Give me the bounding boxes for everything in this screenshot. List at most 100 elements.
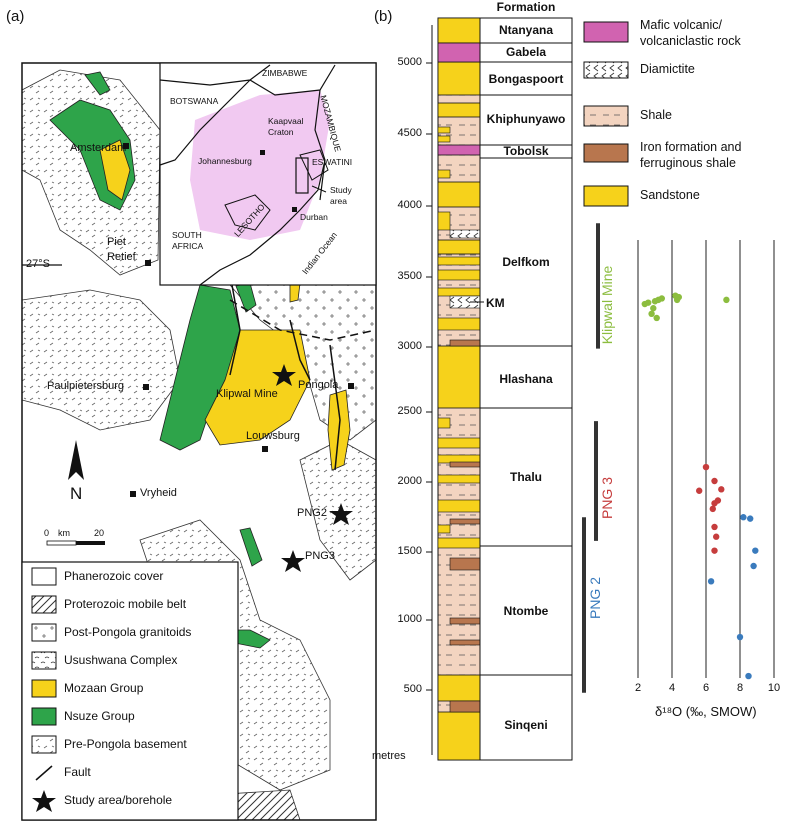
- latitude-label: 27°S: [26, 258, 50, 270]
- data-point: [673, 296, 681, 304]
- data-point: [711, 523, 718, 531]
- inset-zimbabwe: ZIMBABWE: [262, 68, 308, 78]
- data-point: [711, 477, 718, 485]
- data-point: [711, 500, 718, 507]
- scale-bar: [46, 540, 105, 546]
- study-area-arrow: [311, 185, 327, 193]
- fault-line-3: [289, 319, 311, 381]
- data-point: [747, 515, 754, 522]
- legend-label: Pre-Pongola basement: [64, 737, 187, 751]
- lith-swatch-diamictite: [583, 61, 629, 79]
- place-louwsburg: Louwsburg: [246, 430, 300, 442]
- data-point: [745, 672, 752, 680]
- lith-legend-iron-2: ferruginous shale: [640, 156, 736, 170]
- formation-label: Ntanyana: [498, 23, 554, 37]
- depth-tick-label: 1500: [397, 545, 422, 557]
- legend-label: Usushwana Complex: [64, 653, 178, 667]
- fault-line-2: [229, 299, 376, 341]
- data-point: [711, 547, 718, 554]
- inset-botswana: BOTSWANA: [170, 96, 219, 106]
- kaapvaal-craton-area: [190, 90, 330, 240]
- lith-legend-iron-1: Iron formation and: [640, 140, 742, 154]
- x-tick-label: 10: [767, 682, 781, 694]
- map-legend: [21, 561, 239, 821]
- data-point: [650, 305, 657, 312]
- series-label: PNG 3: [599, 477, 615, 519]
- lith-legend-mafic-1: Mafic volcanic/: [640, 18, 722, 32]
- scale-max: 20: [94, 528, 105, 538]
- km-label: KM: [486, 296, 505, 310]
- legend-label: Proterozoic mobile belt: [64, 597, 187, 611]
- legend-swatch-proterozoic: [31, 595, 57, 614]
- x-tick-label: 4: [668, 682, 676, 694]
- formation-boxes: [479, 17, 573, 761]
- marker-durban: [292, 207, 297, 212]
- data-point: [740, 514, 747, 521]
- nsuze-small-2: [239, 527, 263, 567]
- depth-tick-label: 500: [403, 683, 422, 695]
- data-point: [752, 547, 759, 554]
- country-border-mozambique: [314, 89, 326, 201]
- formation-label: Thalu: [510, 470, 542, 484]
- data-point: [750, 562, 757, 570]
- depth-tick-label: 3500: [397, 270, 422, 282]
- data-point: [709, 505, 716, 513]
- depth-tick-label: 5000: [397, 56, 422, 68]
- legend-label: Study area/borehole: [64, 793, 173, 807]
- north-arrow-icon: [68, 440, 84, 480]
- mozaan-north: [99, 139, 131, 201]
- legend-swatch-usushwana: [31, 651, 57, 670]
- place-paulpietersburg: Paulpietersburg: [47, 380, 125, 392]
- depth-tick-label: 3000: [397, 340, 422, 352]
- north-label: N: [70, 484, 83, 503]
- panel-a-label: (a): [6, 8, 25, 25]
- nsuze-small-1: [84, 71, 111, 96]
- legend-label: Mozaan Group: [64, 681, 144, 695]
- lesotho-border: [224, 194, 271, 231]
- depth-tick-label: 2500: [397, 405, 422, 417]
- stratigraphic-column: [426, 17, 629, 761]
- inset-study-2: area: [330, 196, 348, 206]
- place-vryheid: Vryheid: [140, 487, 177, 499]
- depth-axis-ticks: [426, 62, 432, 691]
- mafic-bed-tobolsk: [437, 144, 481, 156]
- country-border-zimbabwe: [249, 64, 336, 96]
- town-marker-paulpietersburg: [143, 384, 149, 390]
- legend-label: Fault: [64, 765, 91, 779]
- fault-line-4: [329, 344, 341, 471]
- formation-label: Hlashana: [499, 372, 553, 386]
- depth-units-label: metres: [372, 750, 406, 762]
- depth-tick-label: 4000: [397, 199, 422, 211]
- legend-swatch-mozaan: [31, 679, 57, 698]
- panel-b-label: (b): [374, 8, 393, 25]
- mafic-bed-gabela: [437, 42, 481, 63]
- town-marker-pongola: [348, 383, 354, 389]
- diamictite-bed-1: [449, 229, 481, 239]
- place-amsterdam: Amsterdam: [70, 142, 127, 154]
- data-point: [707, 578, 715, 585]
- legend-label: Phanerozoic cover: [64, 569, 164, 583]
- series-label: Klipwal Mine: [599, 265, 615, 344]
- data-point: [736, 633, 744, 641]
- inset-south-2: AFRICA: [172, 241, 204, 251]
- data-point: [713, 533, 720, 540]
- coastline: [199, 159, 326, 286]
- star-png2: [329, 503, 353, 525]
- lith-swatch-iron: [583, 143, 629, 163]
- lith-legend-sandstone: Sandstone: [640, 188, 700, 202]
- place-pongola: Pongola: [298, 379, 339, 391]
- lith-swatch-mafic: [583, 21, 629, 43]
- mozaan-klipwal: [204, 329, 311, 446]
- formation-label: Delfkom: [502, 255, 550, 269]
- inset-kaapvaal-2: Craton: [268, 127, 294, 137]
- fault-line-1: [229, 284, 241, 376]
- country-border-west: [159, 79, 251, 166]
- study-area-box: [295, 157, 309, 194]
- formation-label: Ntombe: [503, 604, 549, 618]
- formation-label: Bongaspoort: [488, 72, 564, 86]
- data-point: [718, 486, 725, 493]
- legend-label: Post-Pongola granitoids: [64, 625, 192, 639]
- data-point: [696, 487, 703, 494]
- place-klipwal-mine: Klipwal Mine: [216, 388, 278, 400]
